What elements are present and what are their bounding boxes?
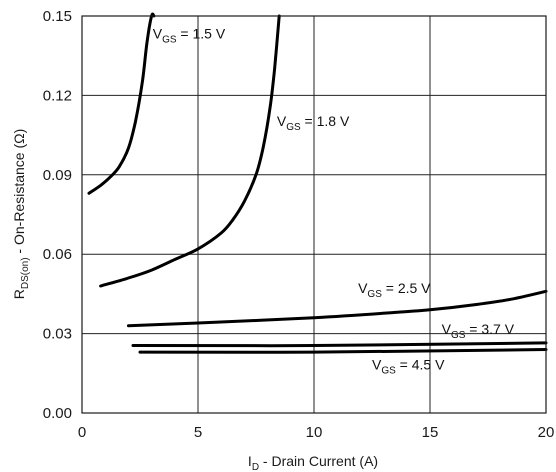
series-label: VGS = 1.8 V [277, 113, 350, 133]
series-label-sub: GS [162, 34, 177, 45]
series-line-0 [87, 12, 156, 195]
y-tick-label: 0.15 [43, 8, 72, 25]
series-label-main: V [358, 280, 368, 296]
y-axis-label-sub: DS(on) [20, 257, 31, 289]
series-line-1 [99, 14, 281, 288]
series-label-sub: GS [286, 122, 301, 133]
series-label: VGS = 3.7 V [442, 321, 515, 341]
series-label-main: V [277, 113, 287, 129]
y-tick-label: 0.12 [43, 87, 72, 104]
series-label-main: V [442, 321, 452, 337]
x-axis-label-main: I [248, 453, 252, 469]
x-axis-label-sub: D [252, 462, 259, 472]
series-label-rest: = 2.5 V [382, 280, 431, 296]
series-label-sub: GS [381, 365, 396, 376]
series-label-main: V [372, 356, 382, 372]
series-label: VGS = 2.5 V [358, 280, 431, 300]
series-label-sub: GS [367, 289, 382, 300]
series-label: VGS = 1.5 V [153, 25, 226, 45]
x-tick-label: 15 [422, 424, 439, 441]
x-tick-label: 10 [306, 424, 323, 441]
y-axis-label: RDS(on) - On-Resistance (Ω) [11, 129, 31, 300]
series-label-sub: GS [451, 330, 466, 341]
y-tick-label: 0.06 [43, 246, 72, 263]
series-label-rest: = 4.5 V [396, 356, 445, 372]
x-tick-label: 5 [194, 424, 202, 441]
x-tick-label: 20 [538, 424, 555, 441]
plot-frame [81, 15, 547, 414]
y-tick-label: 0.00 [43, 405, 72, 422]
series-label: VGS = 4.5 V [372, 356, 445, 376]
series-label-rest: = 3.7 V [465, 321, 514, 337]
series-line-2 [126, 289, 548, 328]
x-tick-labels: 0 5 10 15 20 [78, 424, 555, 441]
x-axis-label-rest: - Drain Current (A) [259, 453, 378, 469]
x-tick-label: 0 [78, 424, 86, 441]
y-tick-label: 0.03 [43, 326, 72, 343]
y-tick-labels: 0.00 0.03 0.06 0.09 0.12 0.15 [43, 8, 72, 422]
y-axis-label-main: R [11, 289, 27, 299]
x-axis-label: ID - Drain Current (A) [248, 453, 378, 472]
series-label-main: V [153, 25, 163, 41]
series-label-rest: = 1.5 V [177, 25, 226, 41]
series-lines [87, 12, 548, 354]
y-axis-label-rest: - On-Resistance (Ω) [11, 129, 27, 258]
series-label-rest: = 1.8 V [301, 113, 350, 129]
series-line-3 [131, 341, 548, 348]
y-tick-label: 0.09 [43, 167, 72, 184]
series-line-4 [138, 348, 548, 354]
